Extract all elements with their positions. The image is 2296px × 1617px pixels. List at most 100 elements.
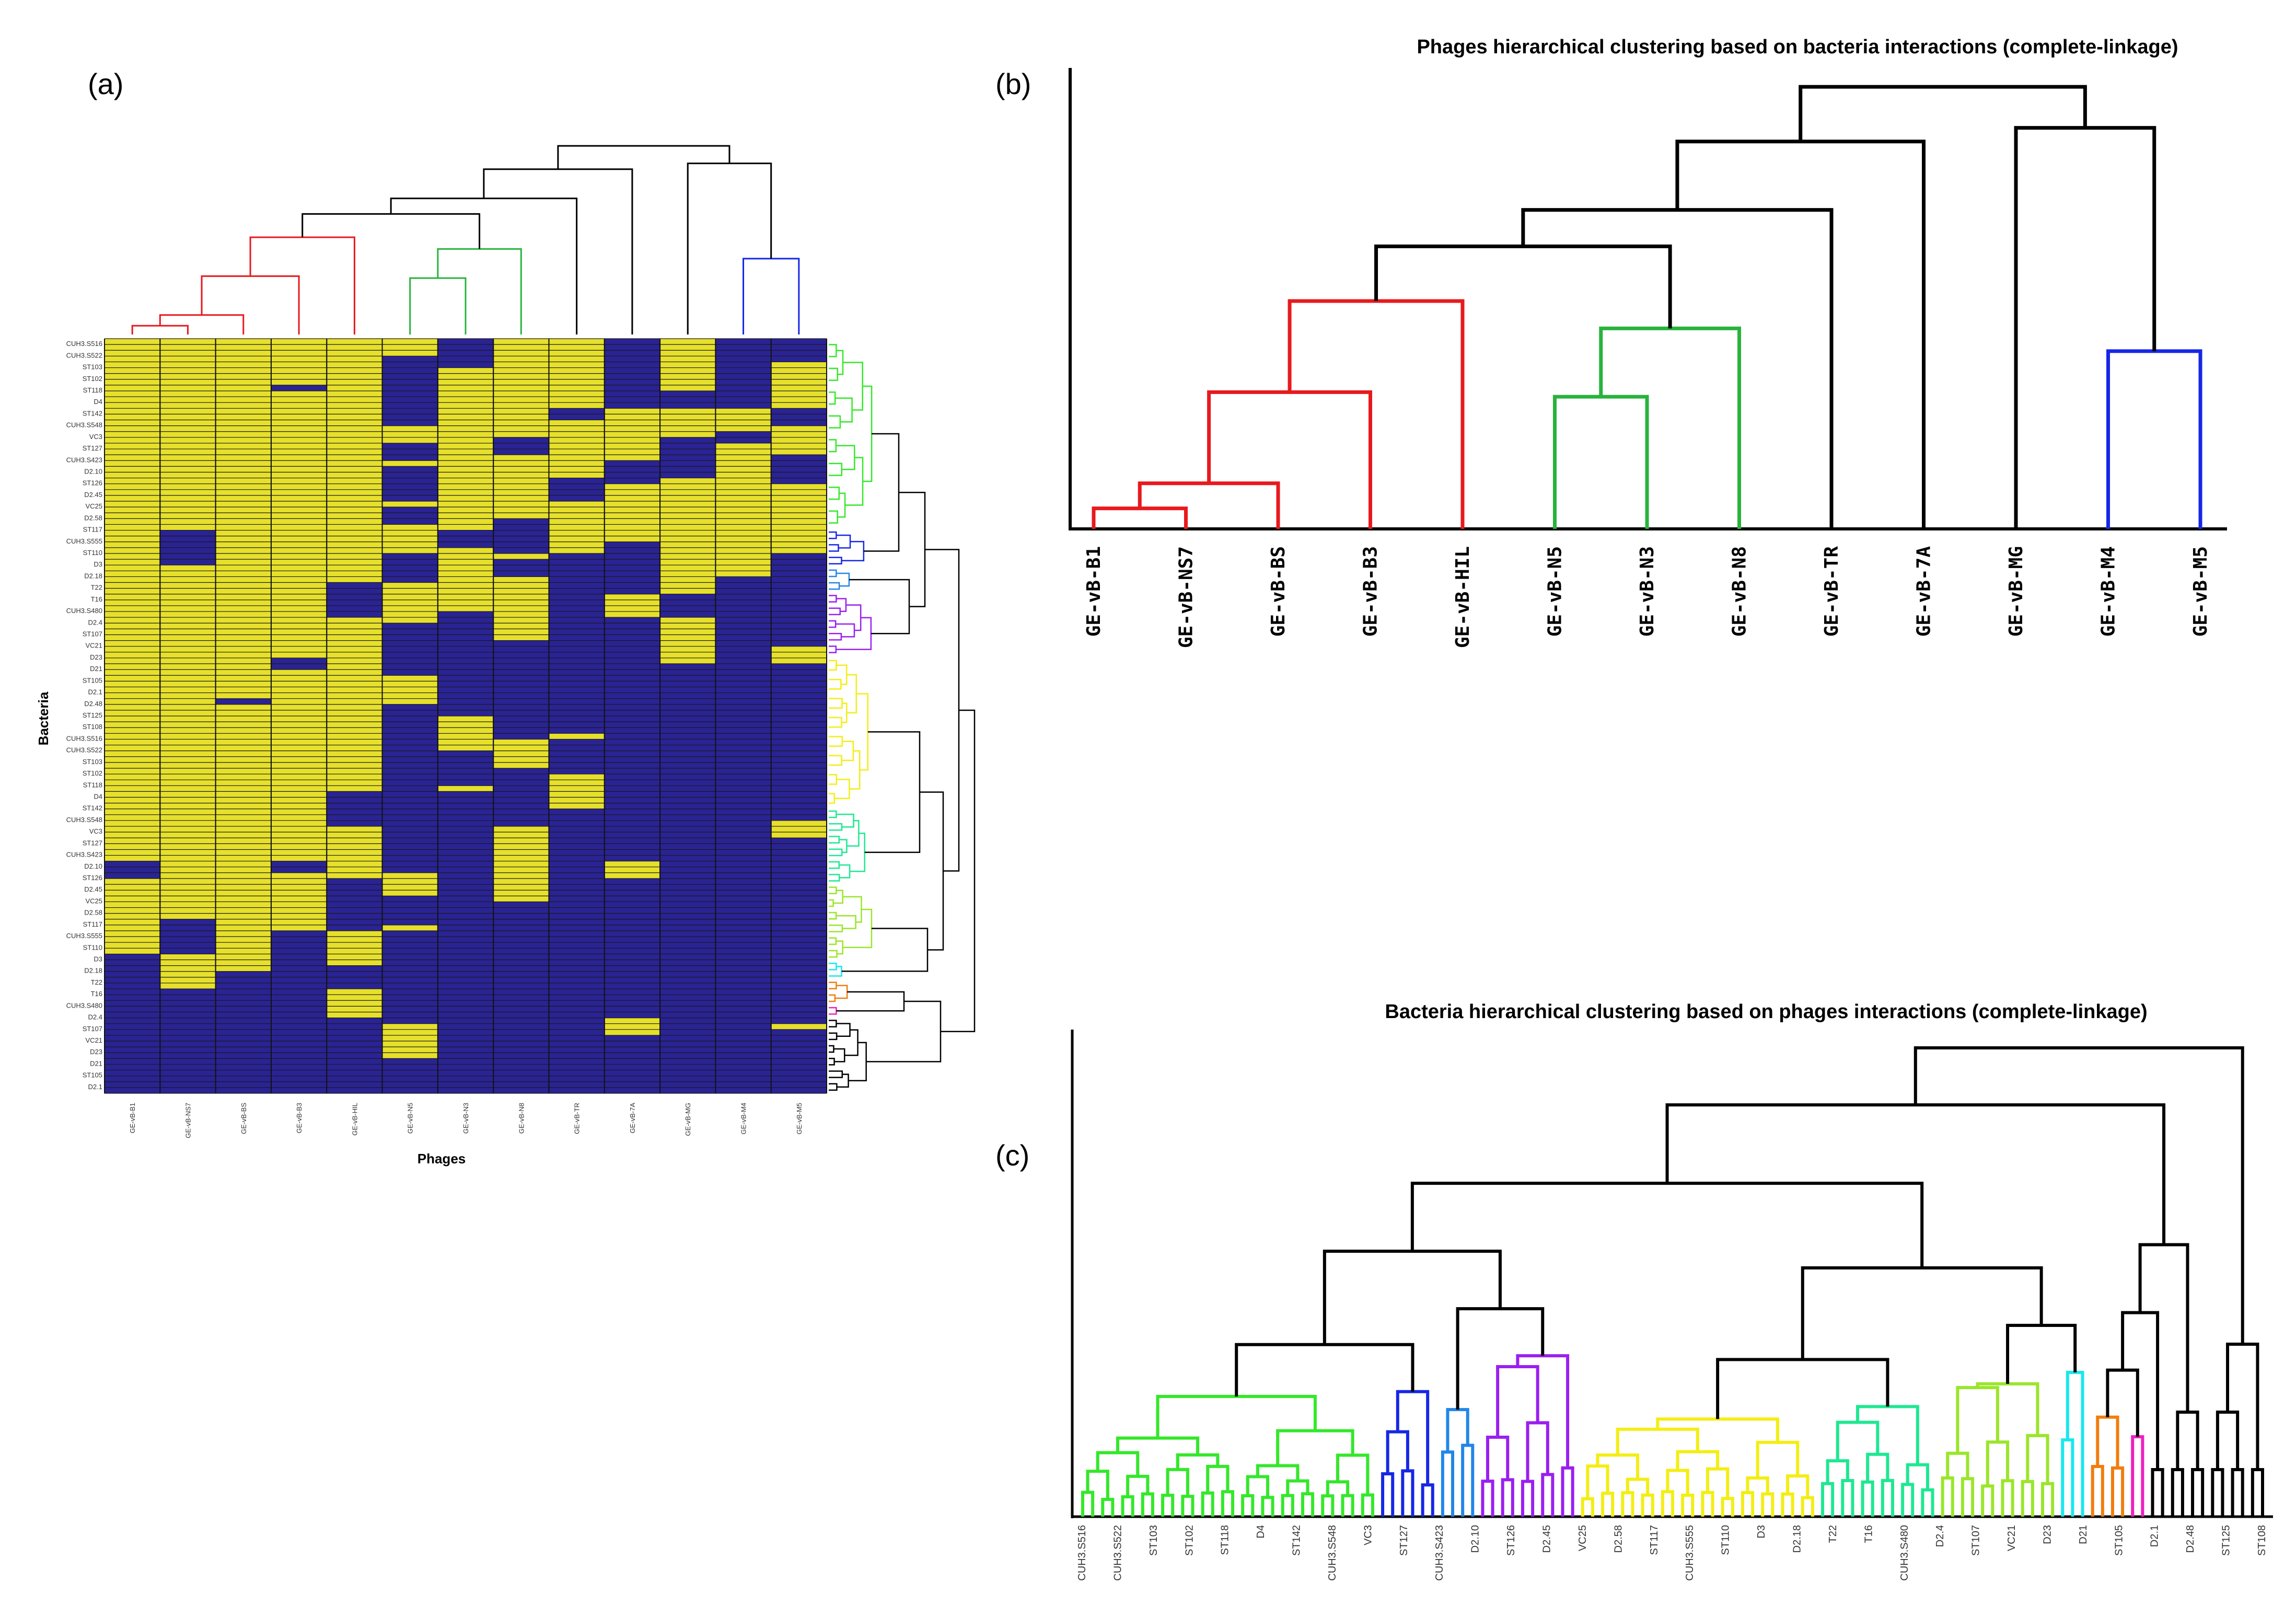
bacteria-dendrogram-link (1906, 1463, 1929, 1490)
heatmap-cell (771, 1023, 826, 1030)
bacteria-leaf-label: ST110 (1720, 1525, 1732, 1555)
heatmap-row-label: D23 (90, 653, 102, 661)
bacteria-leaf-label: D23 (2042, 1525, 2053, 1544)
panel-label-a: (a) (88, 67, 123, 100)
heatmap-row-label: ST105 (83, 676, 102, 684)
bacteria-dendrogram-link (2151, 1468, 2164, 1517)
heatmap-column-label: GE-vB-B1 (129, 1103, 136, 1134)
heatmap-row-dendrogram-link (841, 741, 854, 761)
heatmap-column-label: GE-vB-N5 (407, 1103, 414, 1134)
heatmap-row-label: D2.10 (84, 467, 102, 475)
heatmap-cell (216, 861, 271, 891)
heatmap-column-label: GE-vB-N3 (462, 1103, 470, 1134)
heatmap-row-label: D21 (90, 1059, 102, 1067)
bacteria-dendrogram-link (1641, 1493, 1654, 1517)
heatmap-cell (216, 657, 271, 676)
bacteria-dendrogram-link (1561, 1466, 1574, 1517)
heatmap-row-dendrogram-link (829, 736, 843, 747)
bacteria-dendrogram-link (1461, 1443, 1475, 1517)
heatmap-cell (382, 460, 437, 467)
heatmap-row-label: ST103 (83, 363, 102, 371)
heatmap-column-dendrogram-link (437, 248, 522, 334)
bacteria-leaf-label: ST105 (2113, 1525, 2125, 1556)
heatmap-row-dendrogram-link (829, 1083, 838, 1091)
heatmap-row-dendrogram-link (829, 569, 837, 578)
bacteria-dendrogram-link (1481, 1480, 1494, 1517)
heatmap-column-label: GE-vB-TR (573, 1103, 581, 1134)
heatmap-row-label: CUH3.S423 (66, 456, 102, 464)
heatmap-cell (660, 373, 715, 391)
heatmap-row-dendrogram-link (925, 549, 960, 872)
heatmap-row-dendrogram-link (829, 994, 836, 1002)
bacteria-leaf-label: ST127 (1398, 1525, 1410, 1556)
heatmap-cell (160, 390, 215, 420)
bacteria-leaf-label: CUH3.S555 (1684, 1525, 1696, 1581)
heatmap-cell (271, 716, 327, 745)
bacteria-leaf-label: D2.45 (1541, 1525, 1553, 1553)
bacteria-dendrogram-link (1601, 1492, 1615, 1517)
bacteria-leaf-label: CUH3.S516 (1076, 1525, 1088, 1581)
bacteria-dendrogram-link (1821, 1482, 1835, 1517)
bacteria-leaf-label: ST126 (1505, 1525, 1517, 1556)
heatmap-row-label: ST110 (83, 549, 102, 557)
bacteria-dendrogram-link (2091, 1464, 2104, 1517)
bacteria-dendrogram-link (1456, 1307, 1545, 1410)
bacteria-dendrogram-link (1386, 1430, 1409, 1474)
heatmap-column-dendrogram-link (201, 275, 300, 334)
heatmap-row-label: D2.48 (84, 700, 102, 708)
heatmap-row-labels: CUH3.S516 CUH3.S522 ST103 ST102 ST118 D4 ST142… (66, 340, 102, 1091)
heatmap-cell (660, 478, 715, 484)
heatmap-row-dendrogram-link (829, 1032, 838, 1041)
bacteria-dendrogram-link (1676, 1450, 1720, 1471)
bacteria-dendrogram-link (1914, 1046, 2244, 1344)
heatmap-row-label: ST108 (83, 723, 102, 731)
heatmap-column-dendrogram-link (409, 277, 467, 334)
bacteria-dendrogram-link (2106, 1368, 2139, 1437)
heatmap-cell (271, 872, 327, 902)
heatmap-row-dendrogram-link (829, 1045, 834, 1053)
bacteria-dendrogram-link (1241, 1494, 1255, 1517)
heatmap-cell (105, 832, 160, 861)
bacteria-leaf-label: D3 (1756, 1525, 1767, 1539)
bacteria-dendrogram-link (1681, 1493, 1695, 1517)
bacteria-dendrogram-panel: Bacteria hierarchical clustering based o… (1071, 1001, 2273, 1581)
phage-leaf-label: GE-vB-N8 (1729, 546, 1750, 637)
heatmap-row-label: CUH3.S480 (66, 1001, 102, 1009)
heatmap-row-label: D2.18 (84, 967, 102, 975)
heatmap-cell (494, 553, 549, 560)
heatmap-row-dendrogram-link (846, 819, 860, 847)
heatmap-row-dendrogram-link (834, 779, 850, 799)
heatmap-row-dendrogram-link (836, 445, 855, 470)
heatmap-row-label: ST127 (83, 839, 102, 847)
phage-leaf-label: GE-vB-BS (1268, 546, 1289, 637)
heatmap-row-dendrogram-link (829, 344, 837, 357)
heatmap-cell (438, 547, 493, 577)
heatmap-row-dendrogram-link (829, 645, 837, 653)
heatmap-column-dendrogram-link (483, 168, 633, 334)
heatmap-row-dendrogram-link (829, 950, 838, 958)
heatmap-y-axis-label: Bacteria (36, 691, 51, 745)
heatmap-cell (216, 733, 271, 763)
bacteria-leaf-label: D21 (2078, 1525, 2089, 1544)
phage-dendrogram-link (1553, 395, 1649, 529)
bacteria-dendrogram-link (1756, 1440, 1800, 1479)
phage-dendrogram-panel: Phages hierarchical clustering based on … (1069, 36, 2227, 648)
heatmap-row-dendrogram-link (829, 810, 837, 818)
bacteria-dendrogram-link (2001, 1479, 2014, 1517)
heatmap-row-label: D4 (94, 793, 102, 801)
heatmap-row-label: D3 (94, 560, 102, 568)
heatmap-cell (382, 425, 437, 432)
bacteria-dendrogram-link (2171, 1468, 2184, 1517)
bacteria-leaf-label: ST102 (1184, 1525, 1195, 1556)
bacteria-dendrogram-link (1441, 1450, 1455, 1517)
heatmap-row-label: CUH3.S423 (66, 851, 102, 859)
heatmap-row-dendrogram-link (836, 915, 856, 929)
heatmap-column-dendrogram-link (249, 236, 355, 334)
heatmap-row-dendrogram-link (829, 660, 837, 671)
heatmap-row-label: VC3 (89, 827, 102, 835)
heatmap-cell (327, 397, 382, 403)
heatmap-row-dendrogram-link (829, 1007, 837, 1015)
phage-leaf-label: GE-vB-MG (2005, 546, 2027, 637)
heatmap-cell (382, 524, 437, 553)
